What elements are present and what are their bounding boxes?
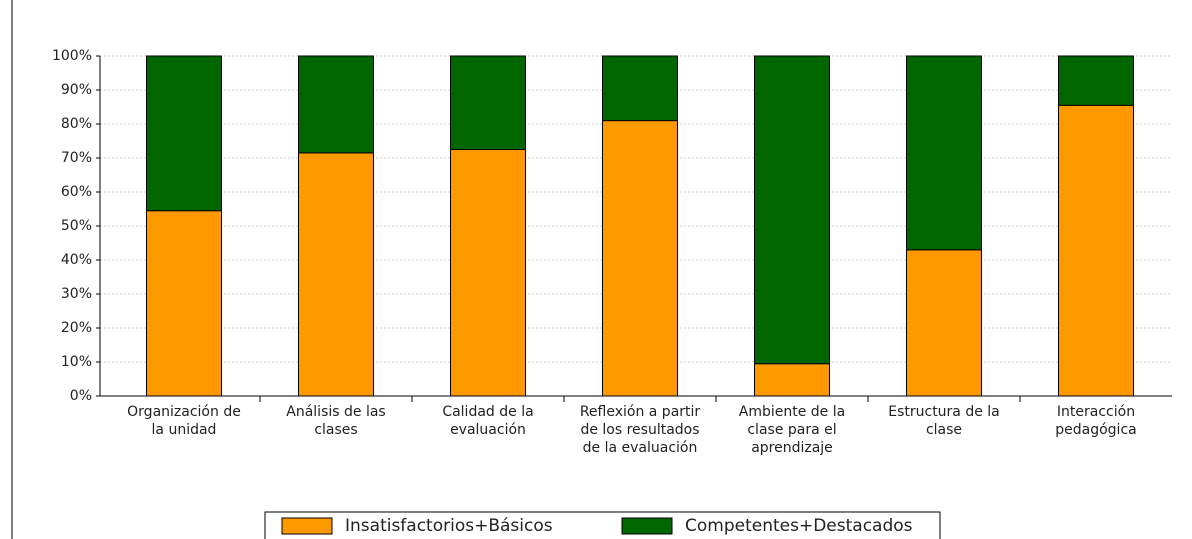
bar-segment — [450, 55, 526, 150]
bar-segment — [1058, 104, 1134, 397]
y-tick-label: 70% — [61, 150, 92, 166]
legend-box — [264, 511, 941, 539]
bar-segment — [146, 55, 222, 212]
bar-segment — [754, 55, 830, 365]
legend-label: Insatisfactorios+Básicos — [345, 516, 553, 536]
bar-segment — [906, 55, 982, 251]
bar-segment — [1058, 55, 1134, 106]
y-tick-label: 10% — [61, 354, 92, 370]
x-tick-label: Interacción pedagógica — [1055, 404, 1137, 438]
bar-segment — [298, 55, 374, 154]
y-tick-label: 80% — [61, 116, 92, 132]
bar-segment — [298, 152, 374, 397]
legend-label: Competentes+Destacados — [685, 516, 913, 536]
x-tick-label: Organización de la unidad — [127, 404, 241, 438]
x-tick-label: Reflexión a partir de los resultados de … — [579, 404, 701, 456]
x-tick-label: Análisis de las clases — [286, 404, 386, 438]
y-tick-label: 30% — [61, 286, 92, 302]
x-tick-label: Calidad de la evaluación — [442, 404, 534, 438]
bar-segment — [906, 249, 982, 397]
bar-segment — [754, 363, 830, 397]
bar-segment — [602, 55, 678, 122]
bar-segment — [146, 210, 222, 397]
y-tick-label: 100% — [52, 48, 92, 64]
y-tick-label: 40% — [61, 252, 92, 268]
x-tick-label: Ambiente de la clase para el aprendizaje — [738, 404, 846, 456]
x-tick-label: Estructura de la clase — [888, 404, 1000, 438]
legend-swatch — [621, 517, 673, 535]
y-tick-label: 0% — [70, 388, 92, 404]
legend-swatch — [281, 517, 333, 535]
bar-segment — [450, 149, 526, 397]
y-tick-label: 50% — [61, 218, 92, 234]
y-tick-label: 20% — [61, 320, 92, 336]
y-tick-label: 60% — [61, 184, 92, 200]
bar-segment — [602, 120, 678, 397]
y-tick-label: 90% — [61, 82, 92, 98]
